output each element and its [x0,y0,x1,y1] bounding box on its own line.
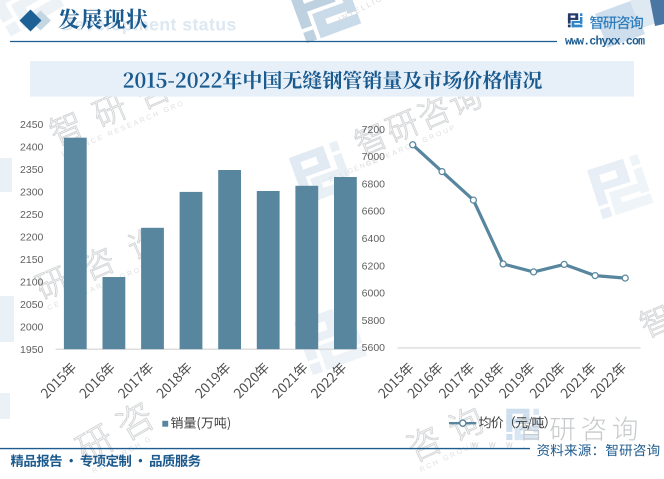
svg-text:w w w .: w w w . [471,440,530,450]
svg-text:2050: 2050 [20,299,44,311]
svg-text:www.chyxx.com: www.chyxx.com [565,36,645,49]
svg-text:6800: 6800 [362,178,386,190]
svg-text:CE RESEARCH GROUP: CE RESEARCH GROUP [47,260,156,312]
svg-text:6000: 6000 [362,288,386,300]
svg-text:6400: 6400 [362,233,386,245]
svg-text:Development status: Development status [62,15,237,35]
svg-text:2000: 2000 [20,322,44,334]
svg-text:2200: 2200 [20,232,44,244]
svg-text:5800: 5800 [362,315,386,327]
svg-text:6600: 6600 [362,206,386,218]
svg-text:1950: 1950 [20,344,44,356]
svg-text:2350: 2350 [20,164,44,176]
svg-text:7000: 7000 [362,151,386,163]
svg-text:6200: 6200 [362,260,386,272]
svg-text:7200: 7200 [362,124,386,136]
svg-text:2450: 2450 [20,119,44,131]
svg-text:2150: 2150 [20,254,44,266]
svg-text:2300: 2300 [20,187,44,199]
svg-text:2100: 2100 [20,277,44,289]
svg-text:2250: 2250 [20,209,44,221]
svg-text:2400: 2400 [20,142,44,154]
svg-text:5600: 5600 [362,342,386,354]
